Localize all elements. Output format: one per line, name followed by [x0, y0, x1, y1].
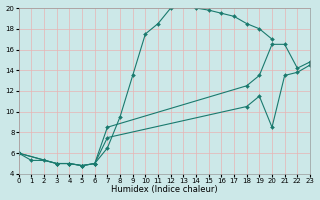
X-axis label: Humidex (Indice chaleur): Humidex (Indice chaleur) [111, 185, 218, 194]
